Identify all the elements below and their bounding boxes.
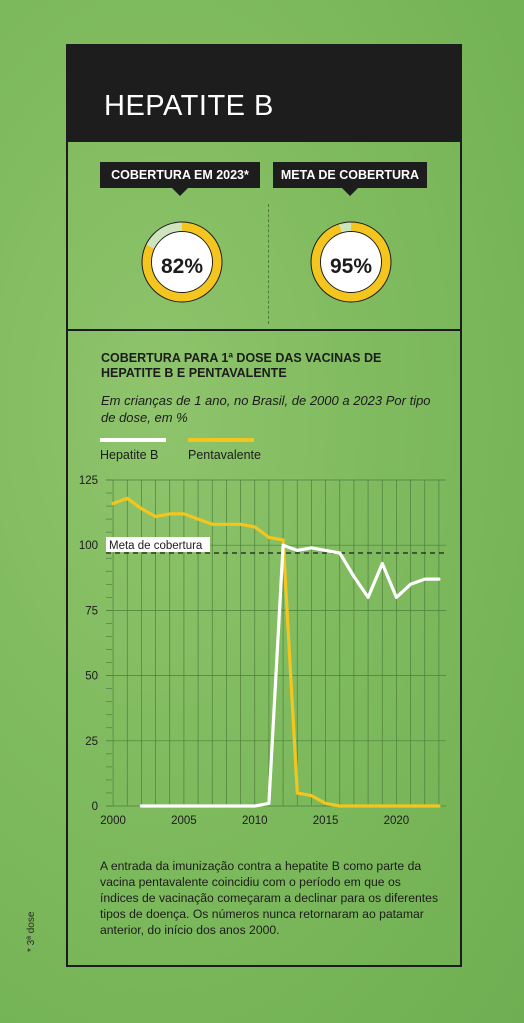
chart-title: COBERTURA PARA 1ª DOSE DAS VACINAS DE HE…	[101, 351, 382, 380]
y-tick-label: 100	[79, 540, 98, 552]
page-title: HEPATITE B	[104, 90, 274, 122]
current-coverage-value: 82%	[160, 255, 204, 278]
y-tick-label: 125	[79, 475, 98, 487]
y-tick-label: 75	[85, 605, 98, 617]
target-coverage-donut	[310, 221, 392, 303]
target-donut-outer-edge	[310, 221, 392, 303]
x-tick-label: 2005	[171, 815, 197, 827]
target-coverage-tag: META DE COBERTURA	[273, 162, 427, 196]
hepatite-b-line	[139, 543, 441, 808]
explanatory-note: A entrada da imunização contra a hepatit…	[100, 859, 439, 937]
current-coverage-donut	[141, 221, 223, 303]
x-tick-label: 2010	[242, 815, 268, 827]
x-tick-label: 2015	[313, 815, 339, 827]
section-divider	[68, 329, 460, 331]
vertical-divider	[268, 204, 269, 324]
y-tick-label: 25	[85, 736, 98, 748]
target-coverage-value: 95%	[329, 255, 373, 278]
target-donut-center	[321, 232, 381, 292]
current-coverage-tag: COBERTURA EM 2023*	[100, 162, 260, 196]
target-reference-label: Meta de cobertura	[109, 540, 203, 552]
current-donut-outer-edge	[141, 221, 223, 303]
pentavalente-line	[111, 496, 441, 808]
y-tick-label: 0	[92, 801, 98, 813]
legend-label-penta: Pentavalente	[188, 448, 261, 462]
x-tick-label: 2020	[384, 815, 410, 827]
infographic-panel: HEPATITE B COBERTURA EM 2023* META DE CO…	[66, 44, 462, 967]
current-donut-center	[152, 232, 212, 292]
legend-line-penta	[188, 438, 254, 442]
footnote: * 3ª dose	[26, 911, 37, 952]
grid	[106, 479, 446, 807]
target-donut-inner-edge	[320, 231, 382, 293]
header-bar: HEPATITE B	[68, 46, 460, 142]
x-tick-label: 2000	[100, 815, 126, 827]
target-donut-ring-fill	[311, 222, 391, 302]
current-donut-inner-edge	[151, 231, 213, 293]
legend-label-hepatite: Hepatite B	[100, 448, 159, 462]
legend-line-hepatite	[100, 438, 166, 442]
chart-subtitle: Em crianças de 1 ano, no Brasil, de 2000…	[101, 393, 431, 425]
target-label-background	[106, 537, 210, 553]
current-donut-ring-fill	[142, 222, 222, 302]
y-tick-label: 50	[85, 671, 98, 683]
